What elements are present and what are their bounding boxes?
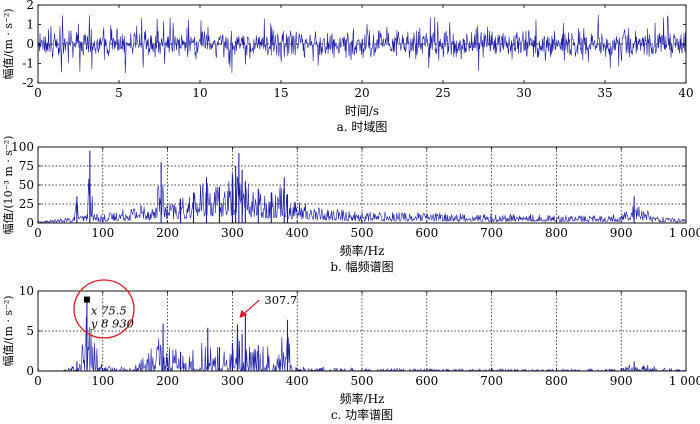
chart-panel-b: 0 100 200 300 400 500 600 700 800 900 1 000 0 25 50 75… [2, 136, 700, 274]
x-tick-label: 400 [286, 226, 309, 240]
x-tick-label: 400 [286, 374, 309, 388]
subplot-caption: b. 幅频谱图 [330, 259, 393, 274]
x-tick-label: 700 [480, 226, 503, 240]
chart-panel-a: 0 5 10 15 20 25 30 35 40 -2 -1 0 1 2 时间/s 幅值/(m · s⁻²) a… [2, 0, 694, 134]
x-tick-label: 200 [156, 374, 179, 388]
chart-panel-c: 0 100 200 300 400 500 600 700 800 900 1 000 0 5 10 频率/… [2, 279, 700, 422]
x-tick-label: 5 [115, 86, 123, 100]
y-axis-title: 幅值/(m · s⁻²) [2, 295, 15, 366]
x-tick-label: 100 [91, 226, 114, 240]
annotation-label: 307.7 [264, 293, 297, 307]
datatip-y-label: y 8 930 [90, 317, 134, 331]
highlight-circle [73, 279, 135, 339]
datatip-marker [83, 296, 90, 303]
y-axis-title: 幅值/(m · s⁻²) [2, 8, 15, 79]
x-tick-label: 0 [34, 374, 42, 388]
y-axis-title: 幅值/(10⁻³ m · s⁻²) [2, 136, 15, 235]
y-tick-label: 75 [19, 159, 34, 173]
x-tick-label: 30 [516, 86, 531, 100]
x-tick-label: 1 000 [669, 374, 700, 388]
y-tick-label: 5 [26, 324, 34, 338]
x-tick-label: 15 [273, 86, 288, 100]
x-tick-label: 600 [415, 226, 438, 240]
x-tick-label: 10 [192, 86, 207, 100]
x-axis-title: 时间/s [345, 104, 379, 118]
x-tick-label: 40 [678, 86, 693, 100]
subplot-caption: c. 功率谱图 [331, 407, 393, 422]
datatip-x-label: x 75.5 [91, 304, 127, 318]
y-tick-label: 10 [19, 284, 34, 298]
x-tick-label: 25 [435, 86, 450, 100]
series-line [37, 167, 687, 224]
annotation-arrowhead [239, 310, 248, 318]
y-tick-label: 0 [26, 216, 34, 230]
x-tick-label: 0 [34, 86, 42, 100]
y-tick-label: 1 [26, 18, 34, 32]
x-tick-label: 100 [91, 374, 114, 388]
y-tick-label: 2 [26, 0, 34, 12]
x-axis-title: 频率/Hz [340, 391, 385, 406]
x-tick-label: 900 [610, 374, 633, 388]
series-line [37, 15, 687, 74]
x-tick-label: 500 [351, 226, 374, 240]
x-tick-label: 600 [415, 374, 438, 388]
x-tick-label: 900 [610, 226, 633, 240]
x-tick-label: 0 [34, 226, 42, 240]
x-tick-label: 800 [545, 226, 568, 240]
x-tick-label: 300 [221, 374, 244, 388]
x-tick-label: 800 [545, 374, 568, 388]
y-tick-label: -2 [22, 76, 34, 90]
y-tick-label: 50 [19, 178, 34, 192]
y-tick-label: 100 [11, 140, 34, 154]
subplot-caption: a. 时域图 [337, 120, 388, 134]
x-tick-label: 20 [354, 86, 369, 100]
y-tick-label: -1 [22, 57, 34, 71]
x-tick-label: 200 [156, 226, 179, 240]
x-axis-title: 频率/Hz [340, 243, 385, 258]
x-tick-label: 300 [221, 226, 244, 240]
x-tick-label: 700 [480, 374, 503, 388]
y-tick-label: 0 [26, 364, 34, 378]
y-tick-label: 0 [26, 37, 34, 51]
x-tick-label: 1 000 [669, 226, 700, 240]
x-tick-label: 500 [351, 374, 374, 388]
x-tick-label: 35 [597, 86, 612, 100]
y-tick-label: 25 [19, 197, 34, 211]
